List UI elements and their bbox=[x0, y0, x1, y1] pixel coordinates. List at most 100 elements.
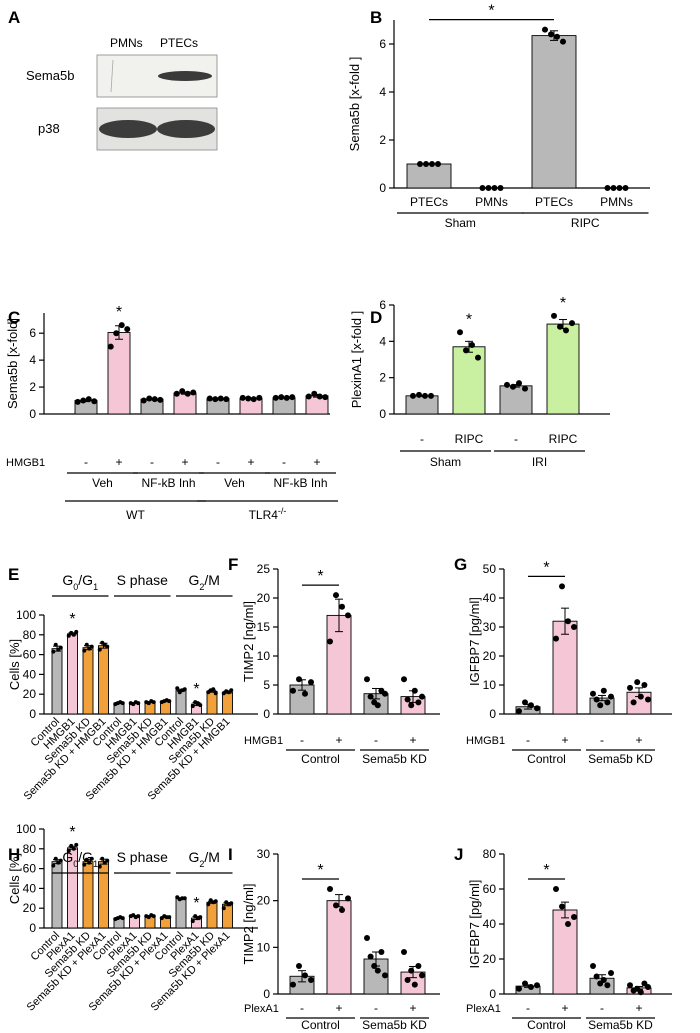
data-point bbox=[311, 390, 318, 397]
bar bbox=[82, 861, 94, 929]
panel-a-western-blot: A PMNs PTECs Sema5b p38 bbox=[8, 8, 218, 151]
bar bbox=[326, 900, 352, 995]
data-point bbox=[411, 687, 418, 694]
group-label: RIPC bbox=[571, 216, 600, 230]
data-point bbox=[367, 953, 374, 960]
data-point bbox=[167, 699, 172, 704]
data-point bbox=[345, 895, 351, 902]
data-point bbox=[97, 647, 102, 652]
category-label: + bbox=[409, 733, 416, 747]
y-tick-label: 20 bbox=[483, 952, 497, 966]
y-tick-label: 60 bbox=[23, 862, 37, 876]
y-tick-label: 4 bbox=[379, 85, 386, 99]
data-point bbox=[382, 972, 388, 979]
data-point bbox=[504, 381, 510, 388]
data-point bbox=[339, 603, 345, 610]
data-point bbox=[560, 38, 566, 45]
data-point bbox=[151, 700, 156, 705]
y-tick-label: 0 bbox=[29, 921, 36, 935]
y-tick-label: 4 bbox=[379, 334, 386, 348]
category-label: + bbox=[635, 733, 642, 747]
data-point bbox=[559, 903, 565, 910]
y-tick-label: 60 bbox=[23, 648, 37, 662]
bar bbox=[531, 35, 577, 189]
data-point bbox=[345, 612, 351, 619]
y-tick-label: 30 bbox=[257, 847, 271, 861]
data-point bbox=[415, 699, 422, 706]
data-point bbox=[322, 394, 329, 401]
data-point bbox=[80, 397, 87, 404]
data-point bbox=[645, 696, 651, 703]
phase-label: S phase bbox=[117, 849, 169, 865]
data-point bbox=[401, 676, 407, 683]
data-point bbox=[378, 949, 385, 955]
data-point bbox=[463, 347, 469, 354]
category-label: PTECs bbox=[410, 195, 448, 209]
data-point bbox=[551, 312, 557, 319]
significance-star: * bbox=[543, 559, 549, 576]
category-label: - bbox=[216, 455, 220, 469]
y-tick-label: 20 bbox=[483, 649, 497, 663]
data-point bbox=[327, 886, 333, 892]
category-label: PMNs bbox=[600, 195, 633, 209]
y-tick-label: 50 bbox=[483, 562, 497, 576]
y-tick-label: 80 bbox=[23, 628, 37, 642]
data-point bbox=[213, 899, 218, 904]
data-point bbox=[327, 638, 333, 645]
data-point bbox=[604, 185, 611, 191]
row-label: HMGB1 bbox=[6, 457, 45, 469]
data-point bbox=[167, 915, 172, 920]
phase-label: G0/G1 bbox=[62, 849, 98, 869]
data-point bbox=[415, 963, 422, 969]
group-label: Sema5b KD bbox=[588, 752, 653, 766]
group-label: Sham bbox=[445, 216, 476, 230]
data-point bbox=[600, 687, 607, 694]
category-label: - bbox=[282, 455, 286, 469]
data-point bbox=[404, 977, 411, 983]
y-tick-label: 100 bbox=[16, 822, 36, 836]
row-label-sema5b: Sema5b bbox=[26, 68, 74, 83]
data-point bbox=[190, 704, 195, 709]
y-tick-label: 40 bbox=[23, 881, 37, 895]
data-point bbox=[175, 686, 180, 691]
data-point bbox=[475, 354, 481, 361]
data-point bbox=[113, 330, 120, 337]
group-label: IRI bbox=[532, 455, 547, 469]
data-point bbox=[627, 982, 633, 989]
bar bbox=[82, 647, 94, 715]
y-axis-label: Cells [%] bbox=[7, 639, 22, 690]
data-point bbox=[289, 394, 296, 401]
data-point bbox=[91, 398, 98, 405]
data-point bbox=[290, 687, 296, 694]
y-tick-label: 2 bbox=[379, 371, 386, 385]
data-point bbox=[485, 185, 492, 191]
category-label: - bbox=[526, 733, 530, 747]
data-point bbox=[221, 906, 226, 911]
phase-label: G2/M bbox=[189, 849, 220, 869]
data-point bbox=[333, 902, 339, 909]
panel-letter-f: F bbox=[228, 555, 238, 574]
group-label: Veh bbox=[92, 476, 113, 490]
data-point bbox=[136, 914, 141, 919]
phase-label: G2/M bbox=[189, 572, 220, 592]
data-point bbox=[316, 393, 323, 400]
data-point bbox=[71, 846, 76, 851]
row-label-p38: p38 bbox=[38, 121, 60, 136]
data-point bbox=[548, 31, 554, 38]
panel-d-chart: D 0 2 4 6 PlexinA1 [x-fold ] * * - RIPC - RIPC Sham I… bbox=[349, 295, 610, 469]
panel-letter-j: J bbox=[454, 845, 463, 864]
data-point bbox=[608, 693, 614, 700]
data-point bbox=[74, 629, 79, 634]
y-tick-label: 40 bbox=[23, 667, 37, 681]
data-point bbox=[634, 679, 641, 686]
category-label: + bbox=[247, 455, 254, 469]
y-tick-label: 0 bbox=[263, 987, 270, 1001]
data-point bbox=[374, 702, 381, 709]
y-axis-label: Sema5b [x-fold] bbox=[5, 318, 20, 409]
bar bbox=[552, 909, 578, 995]
blot-band-ptecs-sema5b bbox=[158, 71, 212, 81]
data-point bbox=[419, 972, 425, 979]
category-label: - bbox=[150, 455, 154, 469]
data-point bbox=[229, 901, 234, 906]
y-tick-label: 20 bbox=[257, 591, 271, 605]
